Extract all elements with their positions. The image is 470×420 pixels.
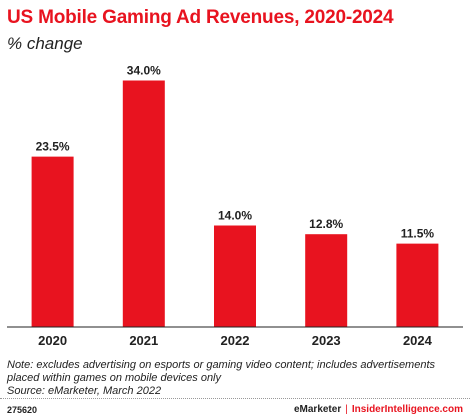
footer-divider bbox=[0, 398, 470, 399]
chart-note: Note: excludes advertising on esports or… bbox=[7, 359, 465, 398]
bar-2024 bbox=[396, 243, 439, 327]
x-tick-label-2022: 2022 bbox=[221, 333, 250, 348]
x-tick-label-2021: 2021 bbox=[129, 333, 158, 348]
chart-title: US Mobile Gaming Ad Revenues, 2020-2024 bbox=[7, 7, 394, 28]
brand-emarketer: eMarketer bbox=[293, 404, 342, 415]
data-label-2024: 11.5% bbox=[401, 227, 435, 241]
data-label-2021: 34.0% bbox=[127, 64, 161, 78]
footer-brand: eMarketer | InsiderIntelligence.com bbox=[294, 404, 463, 415]
bar-2021 bbox=[122, 80, 165, 327]
bar-2022 bbox=[214, 225, 256, 327]
x-tick-label-2020: 2020 bbox=[38, 333, 67, 348]
data-label-2023: 12.8% bbox=[309, 217, 343, 231]
x-tick-label-2023: 2023 bbox=[312, 333, 341, 348]
data-label-2022: 14.0% bbox=[218, 209, 252, 223]
chart-id: 275620 bbox=[7, 405, 38, 415]
x-tick-label-2024: 2024 bbox=[403, 333, 433, 348]
bar-2020 bbox=[31, 156, 74, 327]
brand-separator: | bbox=[345, 404, 348, 415]
brand-insider-intelligence: InsiderIntelligence.com bbox=[351, 404, 463, 415]
data-label-2020: 23.5% bbox=[36, 140, 70, 154]
note-line: placed within games on mobile devices on… bbox=[7, 372, 222, 384]
note-line: Note: excludes advertising on esports or… bbox=[7, 359, 436, 371]
bar-chart: 23.5% 34.0% 14.0% 12.8% 11.5% 2020 2021 2022 20… bbox=[7, 64, 463, 348]
chart-subtitle: % change bbox=[7, 34, 83, 53]
source-line: Source: eMarketer, March 2022 bbox=[7, 385, 162, 397]
bar-2023 bbox=[305, 234, 348, 327]
